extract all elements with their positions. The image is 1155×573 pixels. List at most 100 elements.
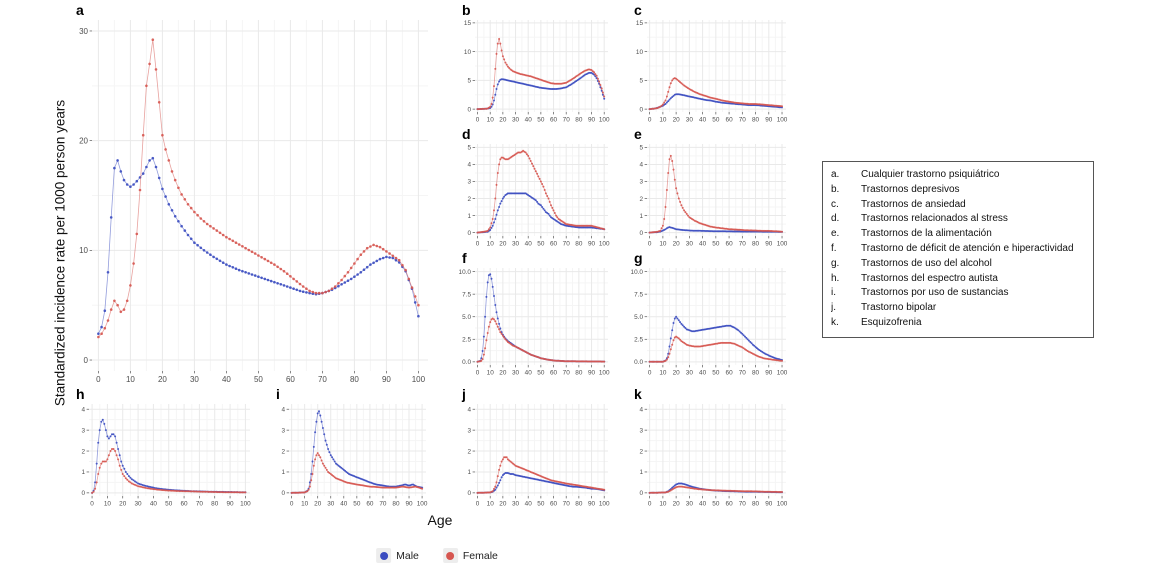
svg-text:80: 80 xyxy=(752,240,760,247)
svg-text:40: 40 xyxy=(699,240,707,247)
svg-text:30: 30 xyxy=(686,369,694,376)
svg-text:30: 30 xyxy=(512,500,520,507)
svg-text:20: 20 xyxy=(158,375,167,384)
svg-text:30: 30 xyxy=(512,240,520,247)
panel-f-letter: f xyxy=(462,250,467,266)
svg-text:40: 40 xyxy=(525,240,533,247)
svg-text:50: 50 xyxy=(712,500,720,507)
svg-text:80: 80 xyxy=(575,369,583,376)
svg-text:0: 0 xyxy=(648,116,652,123)
svg-text:40: 40 xyxy=(525,500,533,507)
svg-text:50: 50 xyxy=(712,369,720,376)
svg-text:100: 100 xyxy=(599,240,610,247)
svg-text:20: 20 xyxy=(499,369,507,376)
legend-item: e. Trastornos de la alimentación xyxy=(831,227,1085,242)
svg-text:0: 0 xyxy=(96,375,101,384)
svg-text:80: 80 xyxy=(575,500,583,507)
svg-text:50: 50 xyxy=(537,369,545,376)
svg-text:40: 40 xyxy=(525,116,533,123)
panel-h-letter: h xyxy=(76,386,85,402)
panel-g: g 0 10 20 30 40 50 60 70 80 90 100 0.0 2.5 5.0 7.5 10.0 xyxy=(620,250,792,380)
svg-text:60: 60 xyxy=(726,369,734,376)
svg-text:50: 50 xyxy=(712,116,720,123)
legend-item-label: Trastornos por uso de sustancias xyxy=(861,287,1009,299)
svg-text:70: 70 xyxy=(739,240,747,247)
svg-text:0: 0 xyxy=(639,106,643,113)
sex-legend: Male Female xyxy=(376,548,498,563)
svg-text:80: 80 xyxy=(392,500,400,507)
legend-label-female: Female xyxy=(462,549,498,562)
svg-text:100: 100 xyxy=(777,240,788,247)
svg-text:3: 3 xyxy=(639,179,643,186)
svg-text:0: 0 xyxy=(467,106,471,113)
legend-item-key: j. xyxy=(831,302,836,314)
svg-text:4: 4 xyxy=(81,406,85,413)
svg-text:3: 3 xyxy=(639,427,643,434)
svg-text:2: 2 xyxy=(639,448,643,455)
legend-label-male: Male xyxy=(396,549,419,562)
svg-text:90: 90 xyxy=(765,500,773,507)
legend-item-key: f. xyxy=(831,242,837,254)
svg-text:0: 0 xyxy=(648,500,652,507)
plot-k: 0 10 20 30 40 50 60 70 80 90 100 0 1 2 3 4 xyxy=(639,404,788,507)
svg-text:90: 90 xyxy=(588,369,596,376)
svg-text:40: 40 xyxy=(525,369,533,376)
svg-text:90: 90 xyxy=(765,240,773,247)
svg-text:4: 4 xyxy=(639,162,643,169)
panel-h: h 0 10 20 30 40 50 60 70 80 90 100 0 1 2 3 4 xyxy=(62,386,256,511)
legend-item-label: Trastornos depresivos xyxy=(861,183,960,195)
svg-text:7.5: 7.5 xyxy=(462,291,471,298)
svg-text:30: 30 xyxy=(327,500,335,507)
svg-text:80: 80 xyxy=(752,116,760,123)
svg-text:100: 100 xyxy=(777,500,788,507)
panel-g-letter: g xyxy=(634,250,643,266)
male-dot-icon xyxy=(379,551,388,560)
svg-text:40: 40 xyxy=(699,369,707,376)
legend-item-key: k. xyxy=(831,316,839,328)
svg-text:3: 3 xyxy=(81,427,85,434)
svg-text:2.5: 2.5 xyxy=(634,337,643,344)
svg-text:70: 70 xyxy=(563,500,571,507)
legend-item-key: h. xyxy=(831,272,840,284)
svg-text:0: 0 xyxy=(476,240,480,247)
svg-text:4: 4 xyxy=(639,406,643,413)
legend-item-key: a. xyxy=(831,169,840,180)
svg-text:100: 100 xyxy=(777,369,788,376)
svg-text:50: 50 xyxy=(537,500,545,507)
svg-text:2: 2 xyxy=(281,448,285,455)
svg-text:60: 60 xyxy=(366,500,374,507)
svg-text:60: 60 xyxy=(550,500,558,507)
svg-text:0: 0 xyxy=(639,490,643,497)
svg-text:10: 10 xyxy=(636,49,644,56)
svg-text:10: 10 xyxy=(126,375,135,384)
svg-text:0: 0 xyxy=(84,356,89,365)
svg-text:0: 0 xyxy=(281,490,285,497)
svg-text:5: 5 xyxy=(467,145,471,152)
svg-text:90: 90 xyxy=(382,375,391,384)
svg-text:70: 70 xyxy=(318,375,327,384)
plot-j: 0 10 20 30 40 50 60 70 80 90 100 0 1 2 3 4 xyxy=(467,404,610,507)
svg-text:70: 70 xyxy=(739,369,747,376)
svg-text:0: 0 xyxy=(81,490,85,497)
svg-text:30: 30 xyxy=(686,116,694,123)
plot-f: 0 10 20 30 40 50 60 70 80 90 100 0.0 2.5 5.0 7.5 10.0 xyxy=(459,268,610,376)
svg-text:1: 1 xyxy=(639,469,643,476)
x-axis-title: Age xyxy=(427,512,453,528)
svg-text:40: 40 xyxy=(340,500,348,507)
legend-item: b. Trastornos depresivos xyxy=(831,183,1085,198)
svg-text:10.0: 10.0 xyxy=(459,269,472,276)
svg-text:1: 1 xyxy=(639,213,643,220)
svg-text:60: 60 xyxy=(726,116,734,123)
svg-text:5.0: 5.0 xyxy=(462,314,471,321)
plot-i: 0 10 20 30 40 50 60 70 80 90 100 0 1 2 3 4 xyxy=(281,404,428,507)
panel-d-letter: d xyxy=(462,126,471,142)
svg-text:5: 5 xyxy=(639,145,643,152)
svg-text:60: 60 xyxy=(181,500,189,507)
svg-text:10: 10 xyxy=(487,369,495,376)
svg-text:80: 80 xyxy=(350,375,359,384)
panel-b-letter: b xyxy=(462,2,471,18)
svg-text:100: 100 xyxy=(412,375,426,384)
svg-text:30: 30 xyxy=(79,27,88,36)
svg-text:30: 30 xyxy=(512,116,520,123)
